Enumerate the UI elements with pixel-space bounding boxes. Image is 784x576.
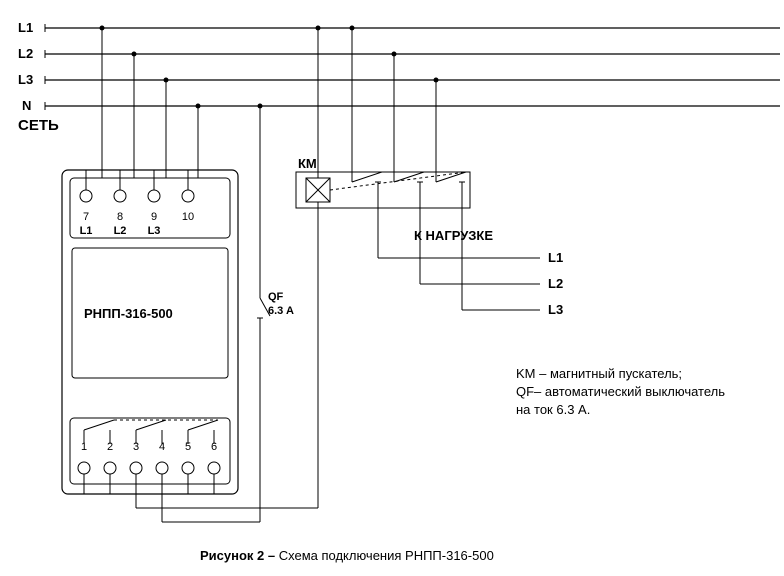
load-line-label-L2: L2 [548,276,563,291]
terminal-num-10: 10 [182,211,194,223]
terminal-bot-5 [182,462,194,474]
terminal-num-8: 8 [117,211,123,223]
contact-blade-1 [136,420,166,430]
load-line-label-L3: L3 [548,302,563,317]
legend-line1: KM – магнитный пускатель; [516,366,682,381]
mains-label-L1: L1 [18,20,33,35]
load-line-label-L1: L1 [548,250,563,265]
junction-node [392,52,397,57]
qf-rating: 6.3 A [268,305,294,317]
mains-label-L3: L3 [18,72,33,87]
mains-label-net: СЕТЬ [18,117,59,134]
device-bottom-panel [70,418,230,484]
terminal-top-9 [148,190,160,202]
terminal-bot-4 [156,462,168,474]
terminal-top-7 [80,190,92,202]
km-mechanical-link [330,172,466,190]
contact-blade-2 [188,420,218,430]
terminal-bot-1 [78,462,90,474]
contact-blade-0 [84,420,114,430]
junction-node [434,78,439,83]
terminal-num-9: 9 [151,211,157,223]
terminal-lbl-L3: L3 [148,225,161,237]
legend-line2: QF– автоматический выключатель [516,384,725,399]
load-label: К НАГРУЗКЕ [414,228,493,243]
junction-node [258,104,263,109]
terminal-bot-3 [130,462,142,474]
junction-node [196,104,201,109]
km-label: КМ [298,156,317,171]
junction-node [132,52,137,57]
qf-label: QF [268,291,284,303]
legend-line3: на ток 6.3 A. [516,402,590,417]
junction-node [350,26,355,31]
junction-node [100,26,105,31]
mains-label-L2: L2 [18,46,33,61]
km-contact-blade-1 [394,172,424,182]
terminal-bot-2 [104,462,116,474]
terminal-top-8 [114,190,126,202]
terminal-top-10 [182,190,194,202]
km-box [296,172,470,208]
mains-label-N: N [22,98,31,113]
junction-node [316,26,321,31]
junction-node [164,78,169,83]
terminal-num-7: 7 [83,211,89,223]
device-name: РНПП-316-500 [84,306,173,321]
km-contact-blade-0 [352,172,382,182]
terminal-lbl-L2: L2 [114,225,127,237]
terminal-bot-6 [208,462,220,474]
figure-caption: Рисунок 2 – Схема подключения РНПП-316-5… [200,548,494,563]
terminal-lbl-L1: L1 [80,225,93,237]
